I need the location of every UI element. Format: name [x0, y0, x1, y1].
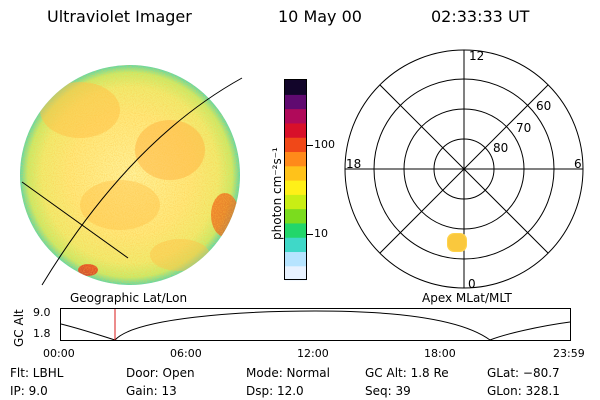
time-tick-0600: 06:00	[170, 347, 202, 360]
geographic-panel-label: Geographic Lat/Lon	[70, 291, 188, 305]
colorbar-segment	[285, 222, 307, 238]
altitude-tick-high: 9.0	[33, 306, 51, 319]
time-tick-2359: 23:59	[553, 347, 585, 360]
colorbar-label-10: 10	[314, 227, 328, 240]
gc-alt-value: GC Alt: 1.8 Re	[365, 366, 449, 380]
colorbar-tick-10	[306, 234, 313, 235]
time-tick-1800: 18:00	[424, 347, 456, 360]
colorbar-segment	[285, 94, 307, 110]
altitude-tick-low: 1.8	[33, 327, 51, 340]
uv-emission-disk	[20, 65, 240, 285]
geo-lat-value: GLat: −80.7	[487, 366, 560, 380]
time-tick-1200: 12:00	[297, 347, 329, 360]
time-tick-0000: 00:00	[43, 347, 75, 360]
colorbar-segment	[285, 251, 307, 267]
sequence-value: Seq: 39	[365, 384, 411, 398]
observation-date: 10 May 00	[278, 7, 362, 26]
diagonal-line-b	[379, 84, 549, 254]
altitude-track-plot	[60, 308, 571, 341]
polar-panel-label: Apex MLat/MLT	[422, 291, 512, 305]
lat-label-60: 60	[536, 99, 551, 113]
colorbar-segment	[285, 122, 307, 138]
color-scale-segments	[285, 80, 307, 281]
door-value: Door: Open	[126, 366, 195, 380]
mlt-label-6: 6	[574, 157, 582, 171]
colorbar-label-100: 100	[314, 138, 335, 151]
colorbar-segment	[285, 151, 307, 167]
instrument-title: Ultraviolet Imager	[47, 7, 192, 26]
colorbar-segment	[285, 237, 307, 253]
mlt-label-18: 18	[346, 157, 361, 171]
mode-value: Mode: Normal	[246, 366, 330, 380]
longitude-line	[41, 77, 243, 286]
gain-value: Gain: 13	[126, 384, 177, 398]
altitude-axis-label: GC Alt	[12, 309, 26, 347]
lat-label-70: 70	[516, 121, 531, 135]
mlt-label-12: 12	[469, 49, 484, 63]
colorbar-segment	[285, 194, 307, 210]
colorbar-tick-100	[306, 145, 313, 146]
dsp-value: Dsp: 12.0	[246, 384, 304, 398]
colorbar-segment	[285, 108, 307, 124]
colorbar-segment	[285, 80, 307, 95]
observation-time: 02:33:33 UT	[431, 7, 530, 26]
colorbar-segment	[285, 208, 307, 224]
color-scale-bar	[284, 79, 307, 281]
latitude-line	[21, 181, 129, 259]
polar-mlat-mlt-plot: 12 18 6 0 60 70 80	[344, 49, 584, 291]
geographic-image-panel	[20, 65, 243, 286]
colorbar-segment	[285, 137, 307, 153]
colorbar-segment	[285, 265, 307, 281]
geo-lon-value: GLon: 328.1	[487, 384, 560, 398]
lat-label-80: 80	[493, 141, 508, 155]
mlt-label-0: 0	[468, 277, 476, 291]
colorbar-segment	[285, 180, 307, 195]
colorbar-unit-label: photon cm⁻²s⁻¹	[270, 147, 284, 240]
ip-value: IP: 9.0	[10, 384, 48, 398]
colorbar-segment	[285, 165, 307, 181]
filter-value: Flt: LBHL	[10, 366, 64, 380]
